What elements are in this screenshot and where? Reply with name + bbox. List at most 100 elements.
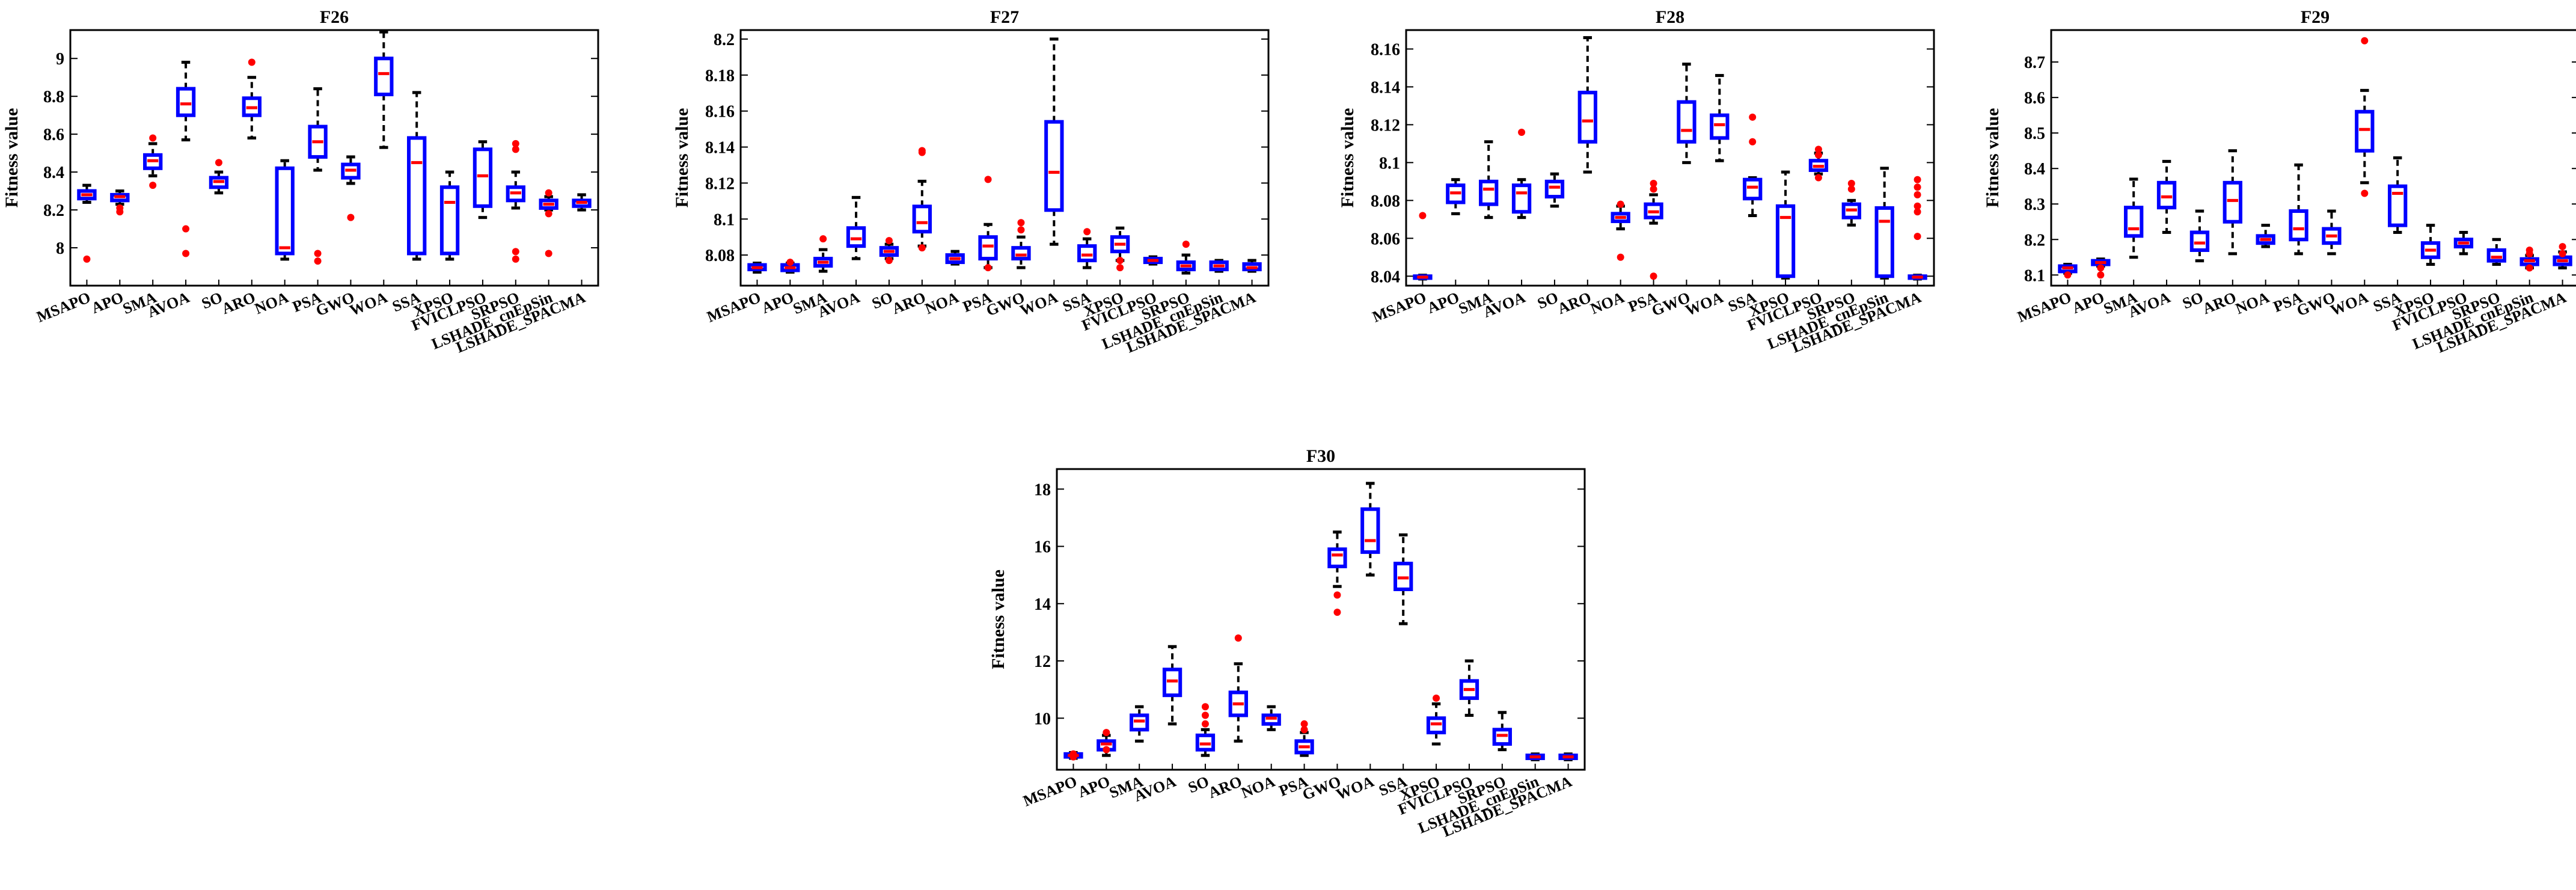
iqr-box [1044, 120, 1064, 212]
iqr-box [1426, 716, 1446, 735]
iqr-box [2256, 234, 2275, 245]
box-gwo [2322, 209, 2342, 256]
box-aro [912, 147, 932, 252]
box-noa [2256, 224, 2275, 248]
outlier-point [512, 248, 519, 256]
iqr-box [1011, 246, 1031, 261]
outlier-point [1814, 146, 1822, 153]
box-woa [2355, 37, 2375, 197]
outlier-point [545, 210, 552, 218]
y-tick-label: 8.7 [2024, 54, 2045, 72]
outlier-point [512, 140, 519, 147]
outlier-point [512, 255, 519, 263]
y-tick-label: 8 [56, 239, 64, 258]
box-noa [945, 250, 965, 266]
box-psa [1294, 720, 1314, 757]
iqr-box [242, 96, 262, 117]
iqr-box [506, 185, 525, 203]
iqr-box [1459, 679, 1479, 700]
box-psa [978, 176, 998, 272]
y-tick-label: 8.8 [43, 88, 64, 106]
outlier-point [116, 208, 124, 216]
iqr-box [1544, 179, 1565, 199]
box-woa [1710, 74, 1730, 162]
iqr-box [2223, 180, 2242, 224]
chart-title: F29 [2301, 7, 2330, 27]
iqr-box [77, 189, 97, 201]
outlier-point [786, 259, 794, 266]
axes-frame [69, 29, 599, 287]
outlier-point [1433, 694, 1440, 702]
box-avoa [176, 61, 196, 257]
box-msapo [747, 262, 767, 274]
iqr-box [1143, 257, 1163, 265]
box-lshade_cnepsin [1209, 259, 1229, 273]
iqr-box [1677, 100, 1696, 144]
outlier-point [1116, 264, 1124, 272]
outlier-point [1650, 272, 1657, 280]
box-so [2189, 209, 2210, 263]
box-sma [143, 134, 163, 189]
box-msapo [1063, 750, 1083, 761]
box-xpso [439, 170, 460, 261]
iqr-box [308, 124, 328, 159]
box-sma [813, 235, 833, 273]
iqr-box [1327, 547, 1347, 568]
box-so [1544, 172, 1565, 208]
box-avoa [1162, 645, 1182, 726]
y-tick-label: 8.04 [1371, 268, 1400, 286]
box-ssa [1077, 228, 1097, 269]
outlier-point [2361, 37, 2369, 44]
y-tick-label: 8.4 [2024, 160, 2045, 179]
box-lshade_spacma [1908, 176, 1927, 281]
iqr-box [1176, 260, 1196, 272]
y-tick-label: 18 [1034, 480, 1051, 499]
outlier-point [885, 257, 893, 265]
iqr-box [2388, 184, 2408, 227]
box-xpso [1426, 694, 1446, 746]
iqr-box [1294, 739, 1314, 755]
box-fviclpso [1459, 659, 1479, 717]
outlier-point [1017, 219, 1025, 227]
axes-frame [1056, 468, 1586, 771]
y-tick-label: 12 [1034, 652, 1051, 671]
box-so [1195, 703, 1216, 757]
outlier-point [1814, 151, 1822, 159]
outlier-point [314, 250, 322, 257]
box-sma [2124, 177, 2144, 259]
iqr-box [2486, 248, 2506, 263]
box-apo [1446, 178, 1466, 215]
outlier-point [182, 250, 190, 257]
outlier-point [1650, 180, 1657, 187]
y-tick-label: 8.1 [1379, 154, 1400, 173]
box-lshade_cnepsin [2519, 246, 2539, 272]
box-aro [1228, 634, 1248, 743]
outlier-point [918, 244, 926, 252]
y-tick-label: 8.16 [705, 103, 735, 121]
iqr-box [1577, 90, 1597, 144]
box-lshade_spacma [2553, 243, 2572, 269]
iqr-box [1611, 212, 1630, 223]
outlier-point [819, 235, 827, 243]
outlier-point [1069, 750, 1077, 758]
iqr-box [110, 192, 130, 203]
box-so [879, 237, 899, 265]
box-xpso [1775, 170, 1796, 280]
iqr-box [473, 147, 493, 208]
box-apo [110, 189, 130, 216]
y-tick-label: 8.06 [1371, 230, 1400, 248]
iqr-box [2355, 109, 2375, 153]
outlier-point [1847, 185, 1855, 193]
outlier-point [248, 58, 255, 66]
box-lshade_spacma [1242, 259, 1262, 273]
y-tick-label: 8.6 [2024, 89, 2045, 108]
outlier-point [1333, 609, 1341, 616]
iqr-box [1130, 713, 1149, 732]
iqr-box [407, 136, 427, 256]
outlier-point [1083, 228, 1091, 236]
box-msapo [1413, 212, 1433, 281]
box-lshade_spacma [1558, 752, 1578, 761]
iqr-box [439, 185, 460, 256]
outlier-point [83, 255, 91, 263]
box-woa [1044, 37, 1064, 246]
